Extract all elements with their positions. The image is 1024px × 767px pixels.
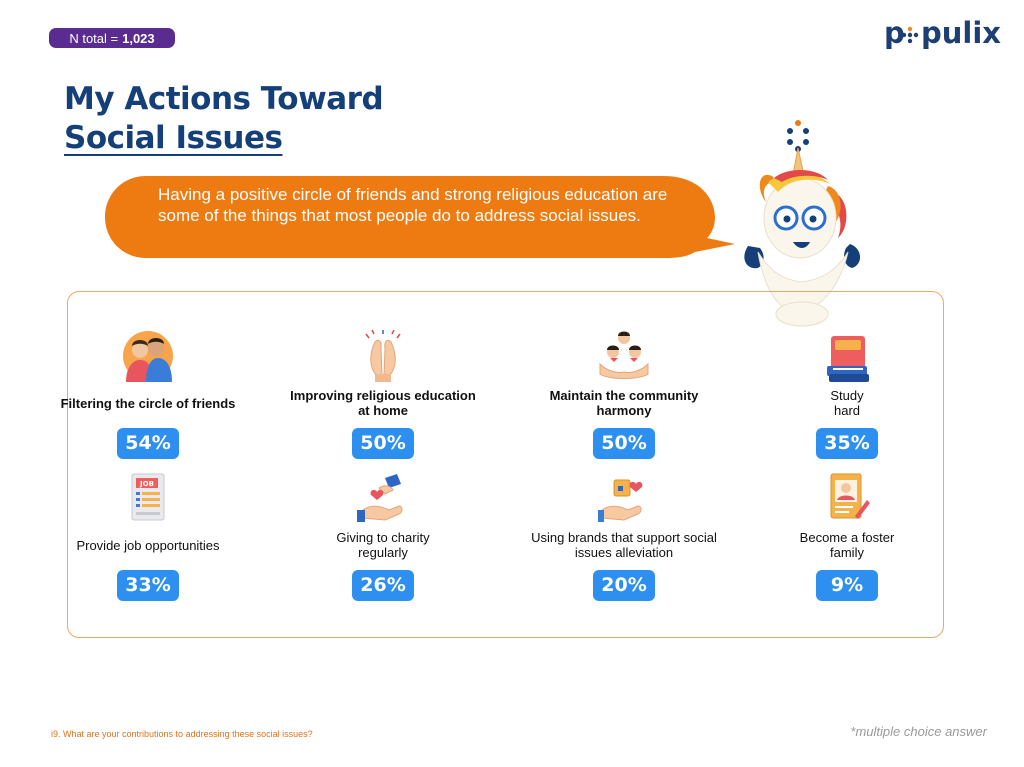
action-label: Improving religious education at home — [290, 388, 476, 418]
action-item-brands-support: Using brands that support social issues … — [524, 470, 724, 601]
action-label: Study hard — [830, 388, 864, 418]
action-label: Filtering the circle of friends — [60, 395, 236, 411]
action-percentage: 33% — [117, 570, 179, 601]
action-percentage: 26% — [352, 570, 414, 601]
action-percentage: 9% — [816, 570, 878, 601]
actions-panel — [67, 291, 944, 638]
title-line-2: Social Issues — [64, 120, 283, 156]
action-percentage: 54% — [117, 428, 179, 459]
community-icon — [599, 331, 649, 379]
action-label: Become a foster family — [799, 530, 895, 560]
action-label: Giving to charity regularly — [336, 530, 430, 560]
brand-support-icon — [598, 479, 643, 522]
multiple-choice-note: *multiple choice answer — [850, 724, 987, 739]
charity-icon — [357, 474, 403, 522]
action-item-job-opportunities: JOB Provide job opportunities 33% — [48, 470, 248, 601]
praying-hands-icon — [365, 329, 401, 382]
svg-text:p: p — [884, 16, 905, 50]
logo-mark: p — [884, 16, 919, 50]
friends-icon — [123, 331, 173, 382]
svg-text:pulix: pulix — [921, 16, 1001, 50]
speech-bubble — [105, 176, 735, 258]
title-line-1: My Actions Toward — [64, 81, 384, 117]
action-item-foster-family: Become a foster family 9% — [747, 470, 947, 601]
action-item-religious-education: Improving religious education at home 50… — [283, 328, 483, 459]
unicorn-mascot-icon — [744, 120, 861, 327]
job-listing-icon: JOB — [131, 473, 165, 521]
n-total-prefix: N total = — [69, 30, 119, 46]
action-label: Provide job opportunities — [76, 537, 220, 553]
n-total-value: 1,023 — [122, 30, 155, 46]
populix-logo: p pulix — [884, 16, 1001, 50]
action-item-charity: Giving to charity regularly 26% — [283, 470, 483, 601]
foster-family-icon — [830, 473, 870, 519]
action-percentage: 50% — [593, 428, 655, 459]
action-percentage: 50% — [352, 428, 414, 459]
action-label: Using brands that support social issues … — [531, 530, 717, 560]
books-icon — [827, 336, 869, 382]
survey-question: i9. What are your contributions to addre… — [51, 729, 313, 739]
action-item-filtering-friends: Filtering the circle of friends 54% — [48, 328, 248, 459]
page-title: My Actions Toward Social Issues — [64, 80, 384, 158]
bubble-text: Having a positive circle of friends and … — [158, 185, 668, 225]
action-label: Maintain the community harmony — [549, 388, 699, 418]
svg-text:JOB: JOB — [139, 480, 154, 488]
action-item-study-hard: Study hard 35% — [747, 328, 947, 459]
n-total-badge: N total = 1,023 — [49, 28, 175, 48]
action-percentage: 20% — [593, 570, 655, 601]
action-item-community-harmony: Maintain the community harmony 50% — [524, 328, 724, 459]
action-percentage: 35% — [816, 428, 878, 459]
